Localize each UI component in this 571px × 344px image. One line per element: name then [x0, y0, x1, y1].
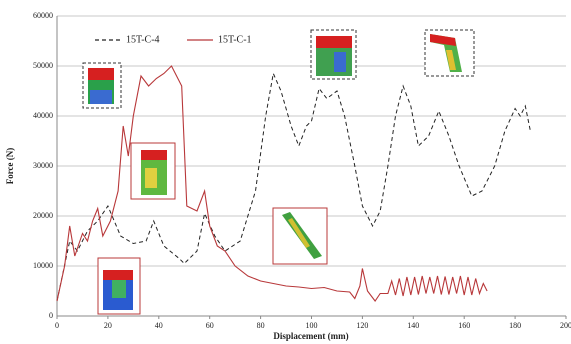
inset [131, 143, 175, 199]
insets [83, 30, 474, 314]
x-tick-label: 60 [206, 321, 214, 330]
inset [425, 30, 474, 76]
inset [311, 30, 356, 79]
x-tick-label: 120 [356, 321, 368, 330]
x-tick-label: 20 [104, 321, 112, 330]
y-tick-label: 50000 [33, 61, 53, 70]
x-tick-label: 160 [458, 321, 470, 330]
legend-label: 15T-C-4 [126, 34, 160, 45]
y-axis-title: Force (N) [5, 148, 15, 185]
x-tick-label: 40 [155, 321, 163, 330]
x-tick-label: 180 [509, 321, 521, 330]
y-tick-label: 10000 [33, 261, 53, 270]
legend-label: 15T-C-1 [218, 34, 252, 45]
x-tick-label: 80 [257, 321, 265, 330]
inset [98, 258, 140, 314]
inset [273, 208, 327, 264]
y-tick-label: 20000 [33, 211, 53, 220]
inset [83, 63, 121, 108]
y-tick-label: 60000 [33, 11, 53, 20]
x-tick-label: 200 [560, 321, 571, 330]
x-tick-label: 0 [55, 321, 59, 330]
y-tick-label: 30000 [33, 161, 53, 170]
x-tick-label: 100 [306, 321, 318, 330]
chart: Displacement (mm) Force (N) 0 10000 20000 3… [0, 0, 571, 344]
x-tick-label: 140 [407, 321, 419, 330]
y-tick-label: 40000 [33, 111, 53, 120]
y-tick-label: 0 [49, 311, 53, 320]
x-axis-title: Displacement (mm) [273, 331, 348, 341]
